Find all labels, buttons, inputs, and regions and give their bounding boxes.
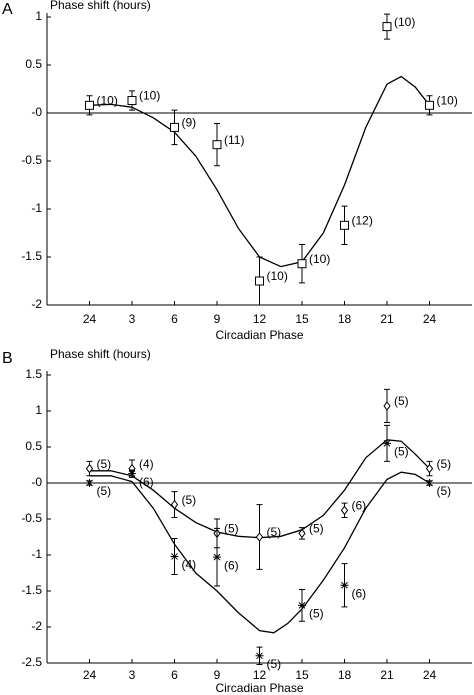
x-axis-title: Circadian Phase <box>215 681 303 695</box>
marker <box>255 651 264 660</box>
y-axis-title: Phase shift (hours) <box>50 347 151 361</box>
y-tick-label: -1.5 <box>21 249 42 263</box>
x-tick-label: 24 <box>83 312 97 326</box>
n-label: (10) <box>309 252 330 266</box>
y-tick-label: -1 <box>31 201 42 215</box>
x-tick-label: 6 <box>171 312 178 326</box>
fit-curve <box>89 471 430 634</box>
marker <box>298 528 306 539</box>
n-label: (10) <box>139 89 160 103</box>
y-tick-label: 1.5 <box>25 367 42 381</box>
y-tick-label: 0.5 <box>25 439 42 453</box>
x-axis-title: Circadian Phase <box>215 328 303 342</box>
marker <box>85 100 94 110</box>
marker <box>425 479 434 487</box>
n-label: (5) <box>267 525 282 539</box>
n-label: (5) <box>224 522 239 536</box>
marker <box>383 439 391 448</box>
marker <box>85 479 94 487</box>
marker <box>128 469 136 478</box>
marker <box>170 499 179 510</box>
y-tick-label: -0.5 <box>21 153 42 167</box>
y-tick-label: -1.5 <box>21 583 42 597</box>
x-tick-label: 21 <box>380 668 394 682</box>
panel: A Phase shift (hours) Circadian Phase 1 0.5 -… <box>2 0 472 342</box>
n-label: (6) <box>224 558 239 572</box>
n-label: (5) <box>309 607 324 621</box>
marker <box>170 552 179 561</box>
x-tick-label: 9 <box>214 312 221 326</box>
marker <box>297 259 307 269</box>
y-tick-label: -2 <box>31 297 42 311</box>
n-label: (4) <box>139 457 154 471</box>
n-label: (10) <box>437 93 458 107</box>
fit-curve <box>89 75 431 268</box>
n-label: (5) <box>394 445 409 459</box>
y-tick-label: 1 <box>35 9 42 23</box>
y-tick-label: -0 <box>31 475 42 489</box>
marker <box>127 96 137 106</box>
n-label: (6) <box>352 499 367 513</box>
n-label: (5) <box>267 657 282 671</box>
x-tick-label: 12 <box>253 312 267 326</box>
marker <box>425 100 434 110</box>
x-tick-label: 24 <box>423 312 437 326</box>
panel-letter: B <box>2 350 13 367</box>
n-label: (10) <box>97 93 118 107</box>
marker <box>212 140 222 150</box>
x-tick-label: 15 <box>295 312 309 326</box>
n-label: (5) <box>182 493 197 507</box>
x-tick-label: 18 <box>338 668 352 682</box>
fit-curve <box>89 439 430 539</box>
x-tick-label: 18 <box>338 312 352 326</box>
n-label: (10) <box>267 269 288 283</box>
marker <box>340 220 349 230</box>
y-tick-label: -2.5 <box>21 655 42 669</box>
marker <box>425 463 434 474</box>
y-tick-label: -0 <box>31 105 42 119</box>
n-label: (6) <box>352 586 367 600</box>
marker <box>170 122 179 132</box>
marker <box>383 401 391 411</box>
marker <box>298 601 306 610</box>
y-axis-title: Phase shift (hours) <box>50 0 151 12</box>
x-tick-label: 24 <box>83 668 97 682</box>
marker <box>213 553 221 562</box>
x-tick-label: 15 <box>295 668 309 682</box>
marker <box>85 463 94 474</box>
x-tick-label: 3 <box>129 312 136 326</box>
n-label: (4) <box>182 558 197 572</box>
n-label: (5) <box>309 522 324 536</box>
n-label: (12) <box>352 213 373 227</box>
x-tick-label: 21 <box>380 312 394 326</box>
n-label: (11) <box>224 133 244 147</box>
x-tick-label: 12 <box>253 668 267 682</box>
x-tick-label: 6 <box>171 668 178 682</box>
marker <box>255 532 264 542</box>
n-label: (5) <box>97 457 112 471</box>
n-label: (5) <box>437 484 452 498</box>
x-tick-label: 9 <box>214 668 221 682</box>
marker <box>340 581 349 590</box>
n-label: (6) <box>139 475 154 489</box>
y-tick-label: -2 <box>31 619 42 633</box>
marker <box>340 505 349 516</box>
n-label: (5) <box>394 394 409 408</box>
marker <box>255 276 264 286</box>
n-label: (5) <box>97 484 112 498</box>
y-tick-label: 1 <box>35 403 42 417</box>
panel: B Phase shift (hours) Circadian Phase 1.5 1 0… <box>2 347 472 695</box>
n-label: (10) <box>394 15 415 29</box>
panel-letter: A <box>2 1 13 18</box>
n-label: (5) <box>437 457 452 471</box>
marker <box>382 22 392 32</box>
n-label: (9) <box>182 116 197 130</box>
y-tick-label: -1 <box>31 547 42 561</box>
x-tick-label: 24 <box>423 668 437 682</box>
y-tick-label: 0.5 <box>25 57 42 71</box>
y-tick-label: -0.5 <box>21 511 42 525</box>
x-tick-label: 3 <box>129 668 136 682</box>
